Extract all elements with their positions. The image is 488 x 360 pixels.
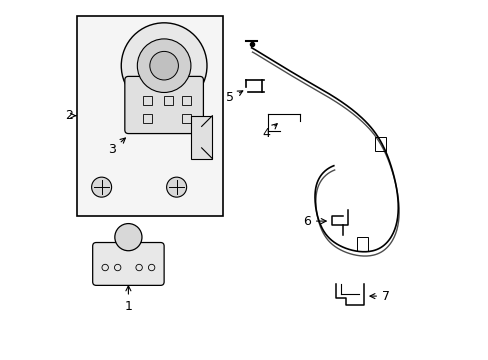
Circle shape bbox=[121, 23, 206, 109]
Bar bbox=[356, 237, 367, 251]
Text: 7: 7 bbox=[369, 289, 389, 303]
FancyBboxPatch shape bbox=[93, 243, 164, 285]
Circle shape bbox=[166, 177, 186, 197]
Bar bbox=[142, 96, 151, 105]
Bar bbox=[164, 96, 173, 105]
Circle shape bbox=[149, 51, 178, 80]
Bar bbox=[182, 96, 190, 105]
Text: 1: 1 bbox=[124, 286, 132, 313]
Text: 2: 2 bbox=[65, 109, 76, 122]
Text: 4: 4 bbox=[262, 124, 277, 140]
Text: 6: 6 bbox=[303, 215, 325, 228]
Text: 5: 5 bbox=[226, 91, 242, 104]
Text: 3: 3 bbox=[108, 138, 125, 156]
Bar bbox=[190, 116, 212, 158]
Bar bbox=[374, 137, 385, 152]
Circle shape bbox=[91, 177, 111, 197]
Bar bbox=[142, 114, 151, 123]
Circle shape bbox=[137, 39, 190, 93]
FancyBboxPatch shape bbox=[124, 76, 203, 134]
Circle shape bbox=[115, 224, 142, 251]
Bar bbox=[77, 16, 223, 216]
Bar bbox=[182, 114, 190, 123]
